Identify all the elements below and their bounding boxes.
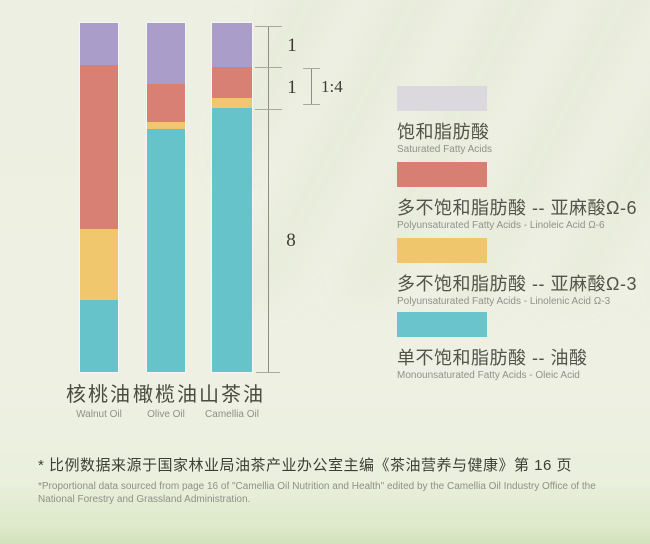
legend-swatch	[397, 238, 487, 263]
footnote-en: *Proportional data sourced from page 16 …	[38, 481, 596, 505]
legend-item-omega3: 多不饱和脂肪酸 -- 亚麻酸Ω-3 Polyunsaturated Fatty …	[397, 238, 647, 308]
legend-label-zh: 多不饱和脂肪酸 -- 亚麻酸Ω-6	[397, 198, 637, 218]
legend-swatch	[397, 312, 487, 337]
bar-segment	[212, 66, 252, 99]
bar-segment	[147, 84, 185, 123]
bracket-tick	[303, 68, 320, 69]
bar-segment	[147, 122, 185, 130]
bracket-tick	[255, 26, 282, 27]
legend-swatch	[397, 86, 487, 111]
bar-segment	[212, 23, 252, 67]
bracket-tick	[255, 67, 282, 68]
bar-olive-oil	[147, 23, 185, 372]
legend-item-omega6: 多不饱和脂肪酸 -- 亚麻酸Ω-6 Polyunsaturated Fatty …	[397, 162, 647, 232]
legend-label-zh: 单不饱和脂肪酸 -- 油酸	[397, 348, 588, 368]
axis-label-en: Camellia Oil	[205, 409, 259, 420]
axis-label-zh: 橄榄油	[133, 384, 199, 406]
bar-camellia-oil	[212, 23, 252, 372]
ratio-label-inner: 1:4	[321, 77, 343, 96]
bar-segment	[80, 64, 118, 229]
bracket-tick	[303, 104, 320, 105]
legend-label-en: Monounsaturated Fatty Acids - Oleic Acid	[397, 370, 580, 381]
bracket-line	[268, 26, 269, 372]
bar-segment	[212, 98, 252, 109]
bar-segment	[80, 23, 118, 65]
legend: 饱和脂肪酸 Saturated Fatty Acids 多不饱和脂肪酸 -- 亚…	[397, 86, 647, 386]
legend-label-en: Polyunsaturated Fatty Acids - Linolenic …	[397, 296, 611, 307]
axis-label-walnut-oil: 核桃油 Walnut Oil	[47, 384, 151, 421]
bar-segment	[80, 299, 118, 372]
legend-label-zh: 多不饱和脂肪酸 -- 亚麻酸Ω-3	[397, 274, 637, 294]
axis-label-en: Olive Oil	[147, 409, 185, 420]
stacked-bar-chart	[0, 23, 330, 372]
bar-walnut-oil	[80, 23, 118, 372]
legend-item-saturated: 饱和脂肪酸 Saturated Fatty Acids	[397, 86, 647, 156]
legend-label-en: Polyunsaturated Fatty Acids - Linoleic A…	[397, 220, 605, 231]
bar-segment	[147, 129, 185, 372]
bracket-tick	[255, 109, 282, 110]
bracket-tick	[256, 372, 280, 373]
axis-label-zh: 山茶油	[199, 384, 265, 406]
bar-segment	[147, 23, 185, 85]
axis-label-zh: 核桃油	[66, 384, 132, 406]
legend-swatch	[397, 162, 487, 187]
axis-label-olive-oil: 橄榄油 Olive Oil	[114, 384, 218, 421]
legend-label-zh: 饱和脂肪酸	[397, 122, 490, 142]
bar-segment	[212, 108, 252, 372]
legend-label-en: Saturated Fatty Acids	[397, 144, 493, 155]
bracket-line	[311, 68, 312, 105]
axis-label-en: Walnut Oil	[76, 409, 122, 420]
ratio-label-polyunsaturated: 1	[287, 77, 297, 98]
ratio-label-monounsaturated: 8	[286, 230, 296, 251]
ratio-label-saturated: 1	[287, 35, 297, 56]
axis-label-camellia-oil: 山茶油 Camellia Oil	[180, 384, 284, 421]
footnote: * 比例数据来源于国家林业局油茶产业办公室主编《茶油营养与健康》第 16 页 *…	[38, 456, 623, 506]
footnote-zh: * 比例数据来源于国家林业局油茶产业办公室主编《茶油营养与健康》第 16 页	[38, 457, 573, 474]
legend-item-oleic: 单不饱和脂肪酸 -- 油酸 Monounsaturated Fatty Acid…	[397, 312, 647, 382]
bar-segment	[80, 228, 118, 300]
